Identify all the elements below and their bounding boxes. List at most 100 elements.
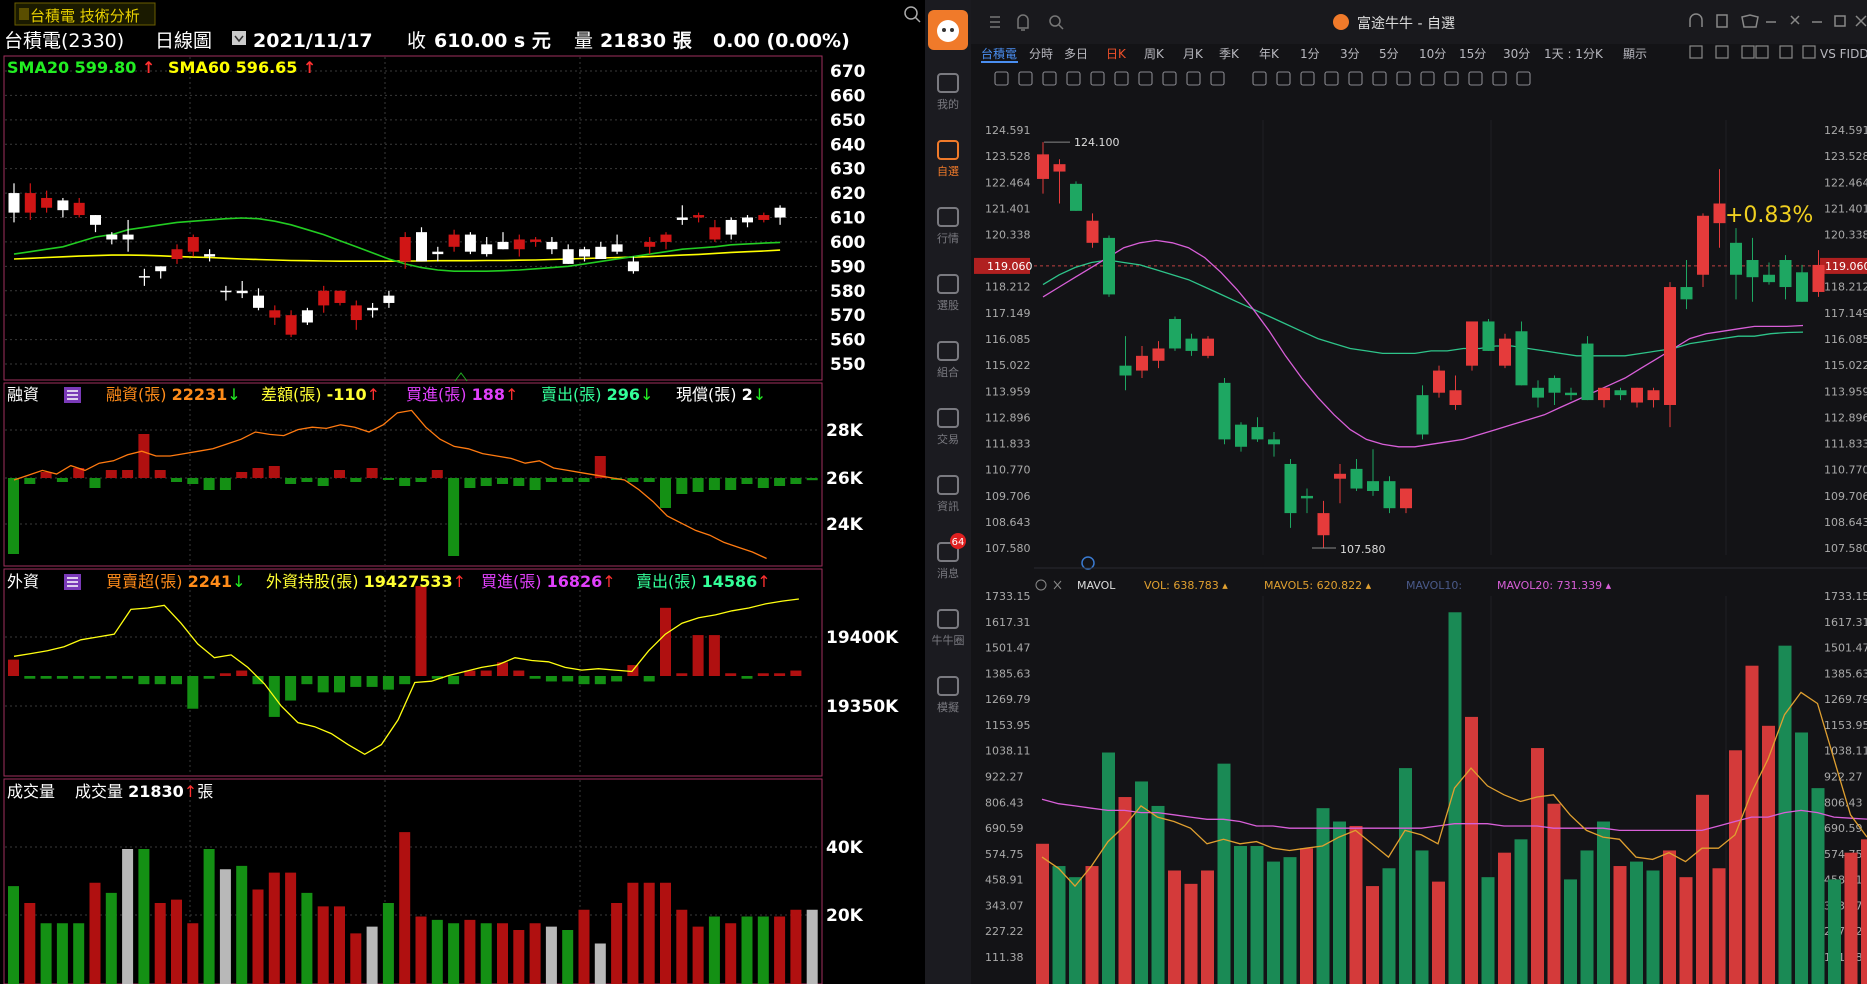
tab-2[interactable]: 多日 [1064,47,1088,61]
candle [1763,274,1775,283]
volume-bar [431,919,443,984]
margin-bar [171,478,182,482]
drawing-tool-icon[interactable] [1066,71,1081,86]
sidebar-item-label: 模擬 [937,700,959,714]
maximize-icon[interactable] [1834,15,1846,27]
headset-icon[interactable] [1689,13,1703,27]
drawing-tool-icon[interactable] [1018,71,1033,86]
mavol-item: MAVOL20: 731.339 ▴ [1497,579,1612,592]
tab-12[interactable]: 15分 [1459,47,1486,61]
sidebar-item-pie[interactable]: 組合 [937,341,959,379]
bookmark-icon[interactable] [1716,14,1728,28]
tab-7[interactable]: 年K [1259,47,1280,61]
tab-16[interactable]: VS FIDD [1820,47,1867,61]
close-icon[interactable] [1855,15,1867,27]
candle [1400,488,1412,509]
volume-bar [1399,768,1412,984]
tab-0[interactable]: 台積電 [981,46,1017,61]
mavol20-line [1041,798,1867,832]
legend-item: 買賣超(張) 2241↓ [106,572,246,591]
tab-3[interactable]: 日K [1106,47,1127,61]
sidebar-item-user[interactable]: 我的 [937,73,959,111]
sidebar-item-filter[interactable]: 選股 [937,274,959,312]
menu-icon[interactable] [990,16,1000,28]
drawing-tool-icon[interactable] [1468,71,1483,86]
price-y-tick: 670 [830,62,866,82]
sidebar-item-watchlist[interactable]: 自選 [937,140,959,178]
foreign-bar [676,673,688,676]
toolbar-icon-3[interactable] [1755,45,1769,59]
sidebar-item-message[interactable]: 消息 64 [937,533,966,580]
drawing-tool-icon[interactable] [1372,71,1387,86]
clock-icon[interactable] [1081,556,1095,570]
drawing-tool-icon[interactable] [1162,71,1177,86]
drawing-tool-icon[interactable] [1492,71,1507,86]
sidebar-item-market[interactable]: 行情 [937,207,959,245]
volume-bar [415,916,427,984]
volume-axis-left: 1038.11 [985,745,1031,758]
period-tabs: 台積電 分時 多日 日K 周K 月K 季K 年K 1分 3分 5分 10分 15分 30分 1天 : 1分K… [981,45,1867,63]
close-indicator-icon[interactable] [1053,580,1062,590]
toolbar-icon-2[interactable] [1741,45,1755,59]
drawing-tool-icon[interactable] [1252,71,1267,86]
drawing-tool-icon[interactable] [1324,71,1339,86]
drawing-tool-icon[interactable] [1300,71,1315,86]
drawing-tool-icon[interactable] [994,71,1009,86]
tab-15[interactable]: 顯示 [1623,47,1647,61]
zoom-icon[interactable] [904,6,918,20]
tab-4[interactable]: 周K [1144,47,1165,61]
toolbar-icon-0[interactable] [1689,45,1703,59]
margin-y-tick: 24K [826,515,864,535]
candle [301,310,313,323]
sidebar-item-community[interactable]: 牛牛圈 [932,609,965,647]
drawing-tool-icon[interactable] [1420,71,1435,86]
drawing-tool-icon[interactable] [1348,71,1363,86]
candle [1136,355,1148,371]
tab-8[interactable]: 1分 [1300,47,1320,61]
sidebar-item-simulate[interactable]: 模擬 [937,676,959,714]
search-icon[interactable] [1049,15,1061,27]
collapse-icon[interactable] [1790,15,1800,25]
foreign-bar [252,676,264,685]
tab-14[interactable]: 1天 : 1分K [1544,47,1604,61]
candle [644,241,656,247]
foreign-bar [725,673,737,676]
volume-bar [382,903,394,984]
sidebar-item-trade[interactable]: 交易 [937,408,959,446]
sidebar-item-news[interactable]: 資訊 [937,475,959,513]
drawing-tool-icon[interactable] [1276,71,1291,86]
toolbar-icon-1[interactable] [1715,45,1729,59]
tab-9[interactable]: 3分 [1340,47,1360,61]
foreign-bar [24,676,36,679]
drawing-tool-icon[interactable] [1114,71,1129,86]
candle [1713,203,1726,224]
drawing-tool-icon[interactable] [1396,71,1411,86]
tab-11[interactable]: 10分 [1419,47,1446,61]
bell-icon[interactable] [1017,14,1029,31]
margin-bar [562,478,574,482]
volume-bar [497,923,508,984]
toolbar-icon-5[interactable] [1802,45,1816,59]
drawing-tool-icon[interactable] [1042,71,1057,86]
tab-13[interactable]: 30分 [1503,47,1530,61]
drawing-tool-icon[interactable] [1138,71,1153,86]
tab-1[interactable]: 分時 [1029,47,1053,61]
volume-bar [1250,846,1264,984]
foreign-bar [415,586,427,676]
drawing-tool-icon[interactable] [1444,71,1459,86]
left-title-tab[interactable] [14,2,156,26]
drawing-tool-icon[interactable] [1186,71,1201,86]
drawing-tool-icon[interactable] [1516,71,1531,86]
settings-icon[interactable] [1035,579,1047,591]
legend-item: 買進(張) 16826↑ [481,572,616,591]
drawing-tool-icon[interactable] [1090,71,1105,86]
toolbar-icon-4[interactable] [1779,45,1793,59]
shirt-icon[interactable] [1741,14,1759,28]
tab-6[interactable]: 季K [1219,47,1240,61]
tab-5[interactable]: 月K [1183,47,1204,61]
volume-bar [1514,839,1528,984]
chart-kind-dropdown[interactable] [232,31,246,45]
tab-10[interactable]: 5分 [1379,47,1399,61]
price-axis-left: 117.149 [985,307,1031,320]
drawing-tool-icon[interactable] [1210,71,1225,86]
